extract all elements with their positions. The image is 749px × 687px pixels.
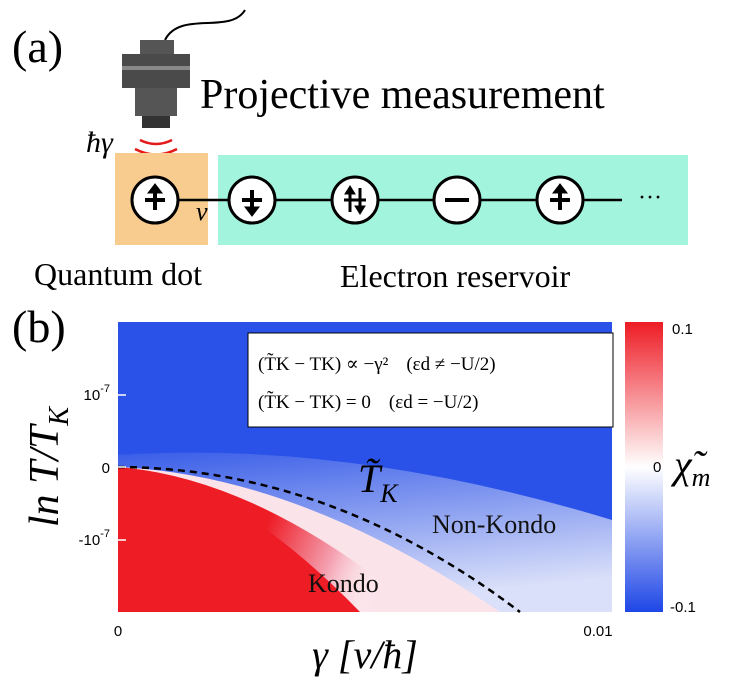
colorbar-tick-label: 0.1 <box>672 321 693 338</box>
measurement-label: Projective measurement <box>200 72 605 118</box>
ellipsis: ··· <box>638 185 662 211</box>
region-label: Kondo <box>308 569 379 598</box>
tick-marks <box>118 394 126 541</box>
curve-label: T̃K <box>358 456 399 508</box>
cable <box>164 9 246 41</box>
colorbar <box>625 322 663 612</box>
y-axis-label: ln T/TK <box>22 406 75 528</box>
y-tick-label: -10-7 <box>79 528 110 549</box>
colorbar-label: χ̃m <box>670 442 710 492</box>
formula-box <box>247 332 614 428</box>
panel-label: (b) <box>12 301 66 352</box>
panel-label: (a) <box>12 21 63 72</box>
spin-icons <box>145 183 570 217</box>
formula: (T̃K − TK) ∝ −γ² (εd ≠ −U/2) <box>258 352 496 375</box>
formula: (T̃K − TK) = 0 (εd = −U/2) <box>258 390 478 413</box>
y-tick-label: 10-7 <box>84 383 110 404</box>
x-axis-label: γ [v/ħ] <box>312 632 418 677</box>
region-label: Non-Kondo <box>432 510 556 539</box>
hopping-label: v <box>196 197 208 226</box>
x-tick-label: 0.01 <box>583 623 612 640</box>
colorbar-tick-label: 0 <box>653 459 661 476</box>
coupling-label: ħγ <box>86 126 114 159</box>
x-tick-label: 0 <box>114 623 122 640</box>
y-tick-label: 0 <box>102 460 110 477</box>
colorbar-tick-label: -0.1 <box>670 599 696 616</box>
detector <box>122 40 190 128</box>
dot-label: Quantum dot <box>34 256 202 292</box>
reservoir-label: Electron reservoir <box>340 258 570 294</box>
